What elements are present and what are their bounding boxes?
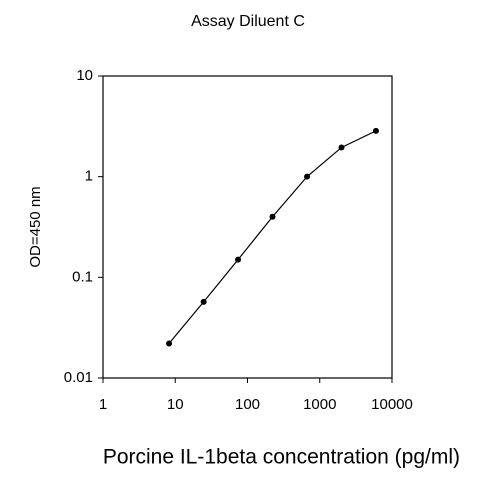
data-point [269, 213, 276, 220]
x-tick-label: 1000 [303, 396, 336, 413]
series-line [168, 130, 377, 344]
x-axis-label: Porcine IL-1beta concentration (pg/ml) [103, 446, 460, 469]
data-point [372, 127, 379, 134]
chart-title: Assay Diluent C [191, 13, 305, 30]
data-point [200, 298, 207, 305]
y-tick-label: 0.1 [72, 268, 93, 285]
x-tick-label: 10 [167, 396, 184, 413]
plot-frame [102, 75, 393, 379]
data-point [235, 256, 242, 263]
data-point [304, 173, 311, 180]
y-tick-label: 1 [85, 168, 93, 185]
x-tick-label: 10000 [371, 396, 413, 413]
x-tick-label: 1 [99, 396, 107, 413]
y-axis-label: OD=450 nm [27, 186, 44, 267]
y-tick-label: 0.01 [64, 369, 93, 386]
x-tick-label: 100 [235, 396, 260, 413]
y-tick-label: 10 [76, 67, 93, 84]
data-point [338, 144, 345, 151]
data-point [166, 340, 173, 347]
